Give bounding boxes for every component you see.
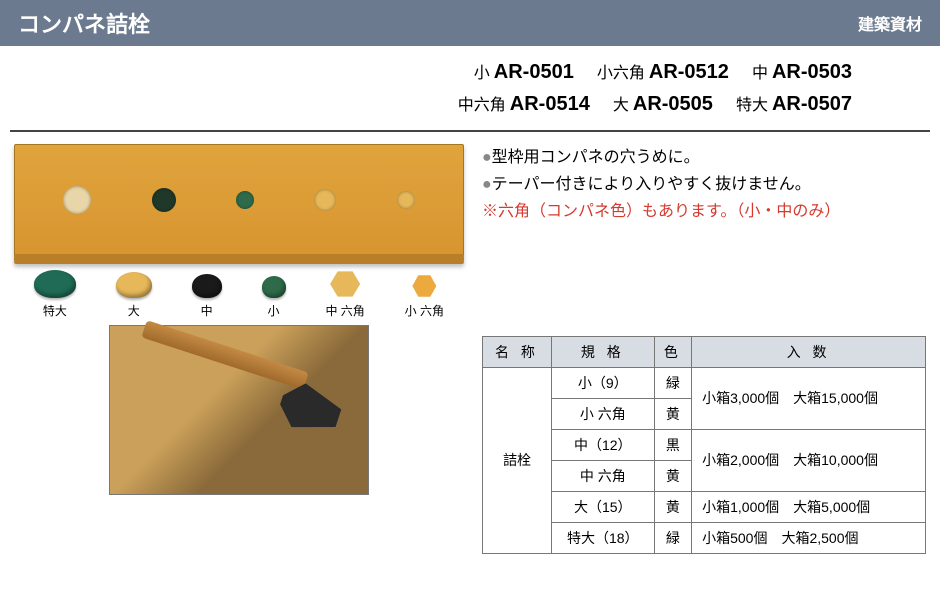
page-title: コンパネ詰栓 [18,7,150,39]
plug-label: 中 六角 [325,302,364,319]
sku-code: AR-0501 [494,61,574,83]
cell-spec: 大（15） [551,491,654,522]
bullet-item: ●テーパー付きにより入りやすく抜けません。 [482,171,926,198]
plug-label: 大 [116,302,152,319]
th-spec: 規 格 [551,336,654,367]
plug-round-shape [262,276,286,298]
plugs-row: 特大 大 中 小 中 六角 小 六角 [14,270,464,319]
cell-qty: 小箱3,000個 大箱15,000個 [692,367,926,429]
plug-label: 小 [262,302,286,319]
cell-color: 黄 [654,398,692,429]
sku-block: 小AR-0501 小六角AR-0512 中AR-0503 中六角AR-0514 … [10,46,930,132]
plug-item: 特大 [34,270,76,319]
sku-code: AR-0505 [633,93,713,115]
bullet-text: 型枠用コンパネの穴うめに。 [492,149,700,166]
bullet-mark-icon: ● [482,176,492,193]
th-name: 名 称 [483,336,552,367]
plug-label: 特大 [34,302,76,319]
sku-code: AR-0514 [510,93,590,115]
sku-size: 特大 [736,97,768,114]
plug-label: 中 [192,302,222,319]
content: 特大大中小中 六角小 六角 ●型枠用コンパネの穴うめに。 ●テーパー付きにより入… [0,132,940,566]
cell-color: 緑 [654,522,692,553]
cell-spec: 小（9） [551,367,654,398]
cell-spec: 小 六角 [551,398,654,429]
sku-line-1: 小AR-0501 小六角AR-0512 中AR-0503 [28,56,870,88]
plug-item: 中 六角 [325,270,364,319]
th-color: 色 [654,336,692,367]
sku-size: 中六角 [458,97,506,114]
cell-spec: 中 六角 [551,460,654,491]
bullet-text: テーパー付きにより入りやすく抜けません。 [492,176,811,193]
board-hole [236,191,254,209]
sku-size: 小 [474,65,490,82]
plug-round-shape [192,274,222,298]
cell-color: 黄 [654,460,692,491]
sku-code: AR-0503 [772,61,852,83]
sku-code: AR-0512 [649,61,729,83]
sku-size: 大 [613,97,629,114]
cell-color: 黄 [654,491,692,522]
cell-qty: 小箱1,000個 大箱5,000個 [692,491,926,522]
th-qty: 入 数 [692,336,926,367]
board-hole [63,186,91,214]
right-column: ●型枠用コンパネの穴うめに。 ●テーパー付きにより入りやすく抜けません。 ※六角… [482,144,926,554]
cell-name: 詰栓 [483,367,552,553]
cell-qty: 小箱2,000個 大箱10,000個 [692,429,926,491]
hammer-handle-shape [141,320,308,390]
board-illustration [14,144,464,264]
sku-size: 中 [752,65,768,82]
plug-item: 大 [116,272,152,319]
cell-spec: 特大（18） [551,522,654,553]
hammer-head-shape [274,378,345,440]
plug-round-shape [116,272,152,298]
board-hole [152,188,176,212]
plug-label: 小 六角 [405,302,444,319]
bullet-list: ●型枠用コンパネの穴うめに。 ●テーパー付きにより入りやすく抜けません。 ※六角… [482,144,926,226]
plug-item: 中 [192,274,222,319]
sku-code: AR-0507 [772,93,852,115]
plug-item: 小 六角 [405,274,444,319]
table-row: 詰栓小（9）緑小箱3,000個 大箱15,000個 [483,367,926,398]
left-column: 特大 大 中 小 中 六角 小 六角 [14,144,464,554]
cell-color: 黒 [654,429,692,460]
note-text: ※六角（コンパネ色）もあります。（小・中のみ） [482,198,926,225]
table-header-row: 名 称 規 格 色 入 数 [483,336,926,367]
spec-table: 名 称 規 格 色 入 数 詰栓小（9）緑小箱3,000個 大箱15,000個小… [482,336,926,554]
page-category: 建築資材 [858,11,922,35]
bullet-mark-icon: ● [482,149,492,166]
plug-round-shape [34,270,76,298]
usage-photo [109,325,369,495]
plug-hex-shape [330,270,360,298]
board-hole [397,191,415,209]
plug-hex-shape [412,274,436,298]
board-hole [314,189,336,211]
cell-qty: 小箱500個 大箱2,500個 [692,522,926,553]
sku-size: 小六角 [597,65,645,82]
cell-spec: 中（12） [551,429,654,460]
sku-line-2: 中六角AR-0514 大AR-0505 特大AR-0507 [28,88,870,120]
plug-item: 小 [262,276,286,319]
header-bar: コンパネ詰栓 建築資材 [0,0,940,46]
bullet-item: ●型枠用コンパネの穴うめに。 [482,144,926,171]
cell-color: 緑 [654,367,692,398]
